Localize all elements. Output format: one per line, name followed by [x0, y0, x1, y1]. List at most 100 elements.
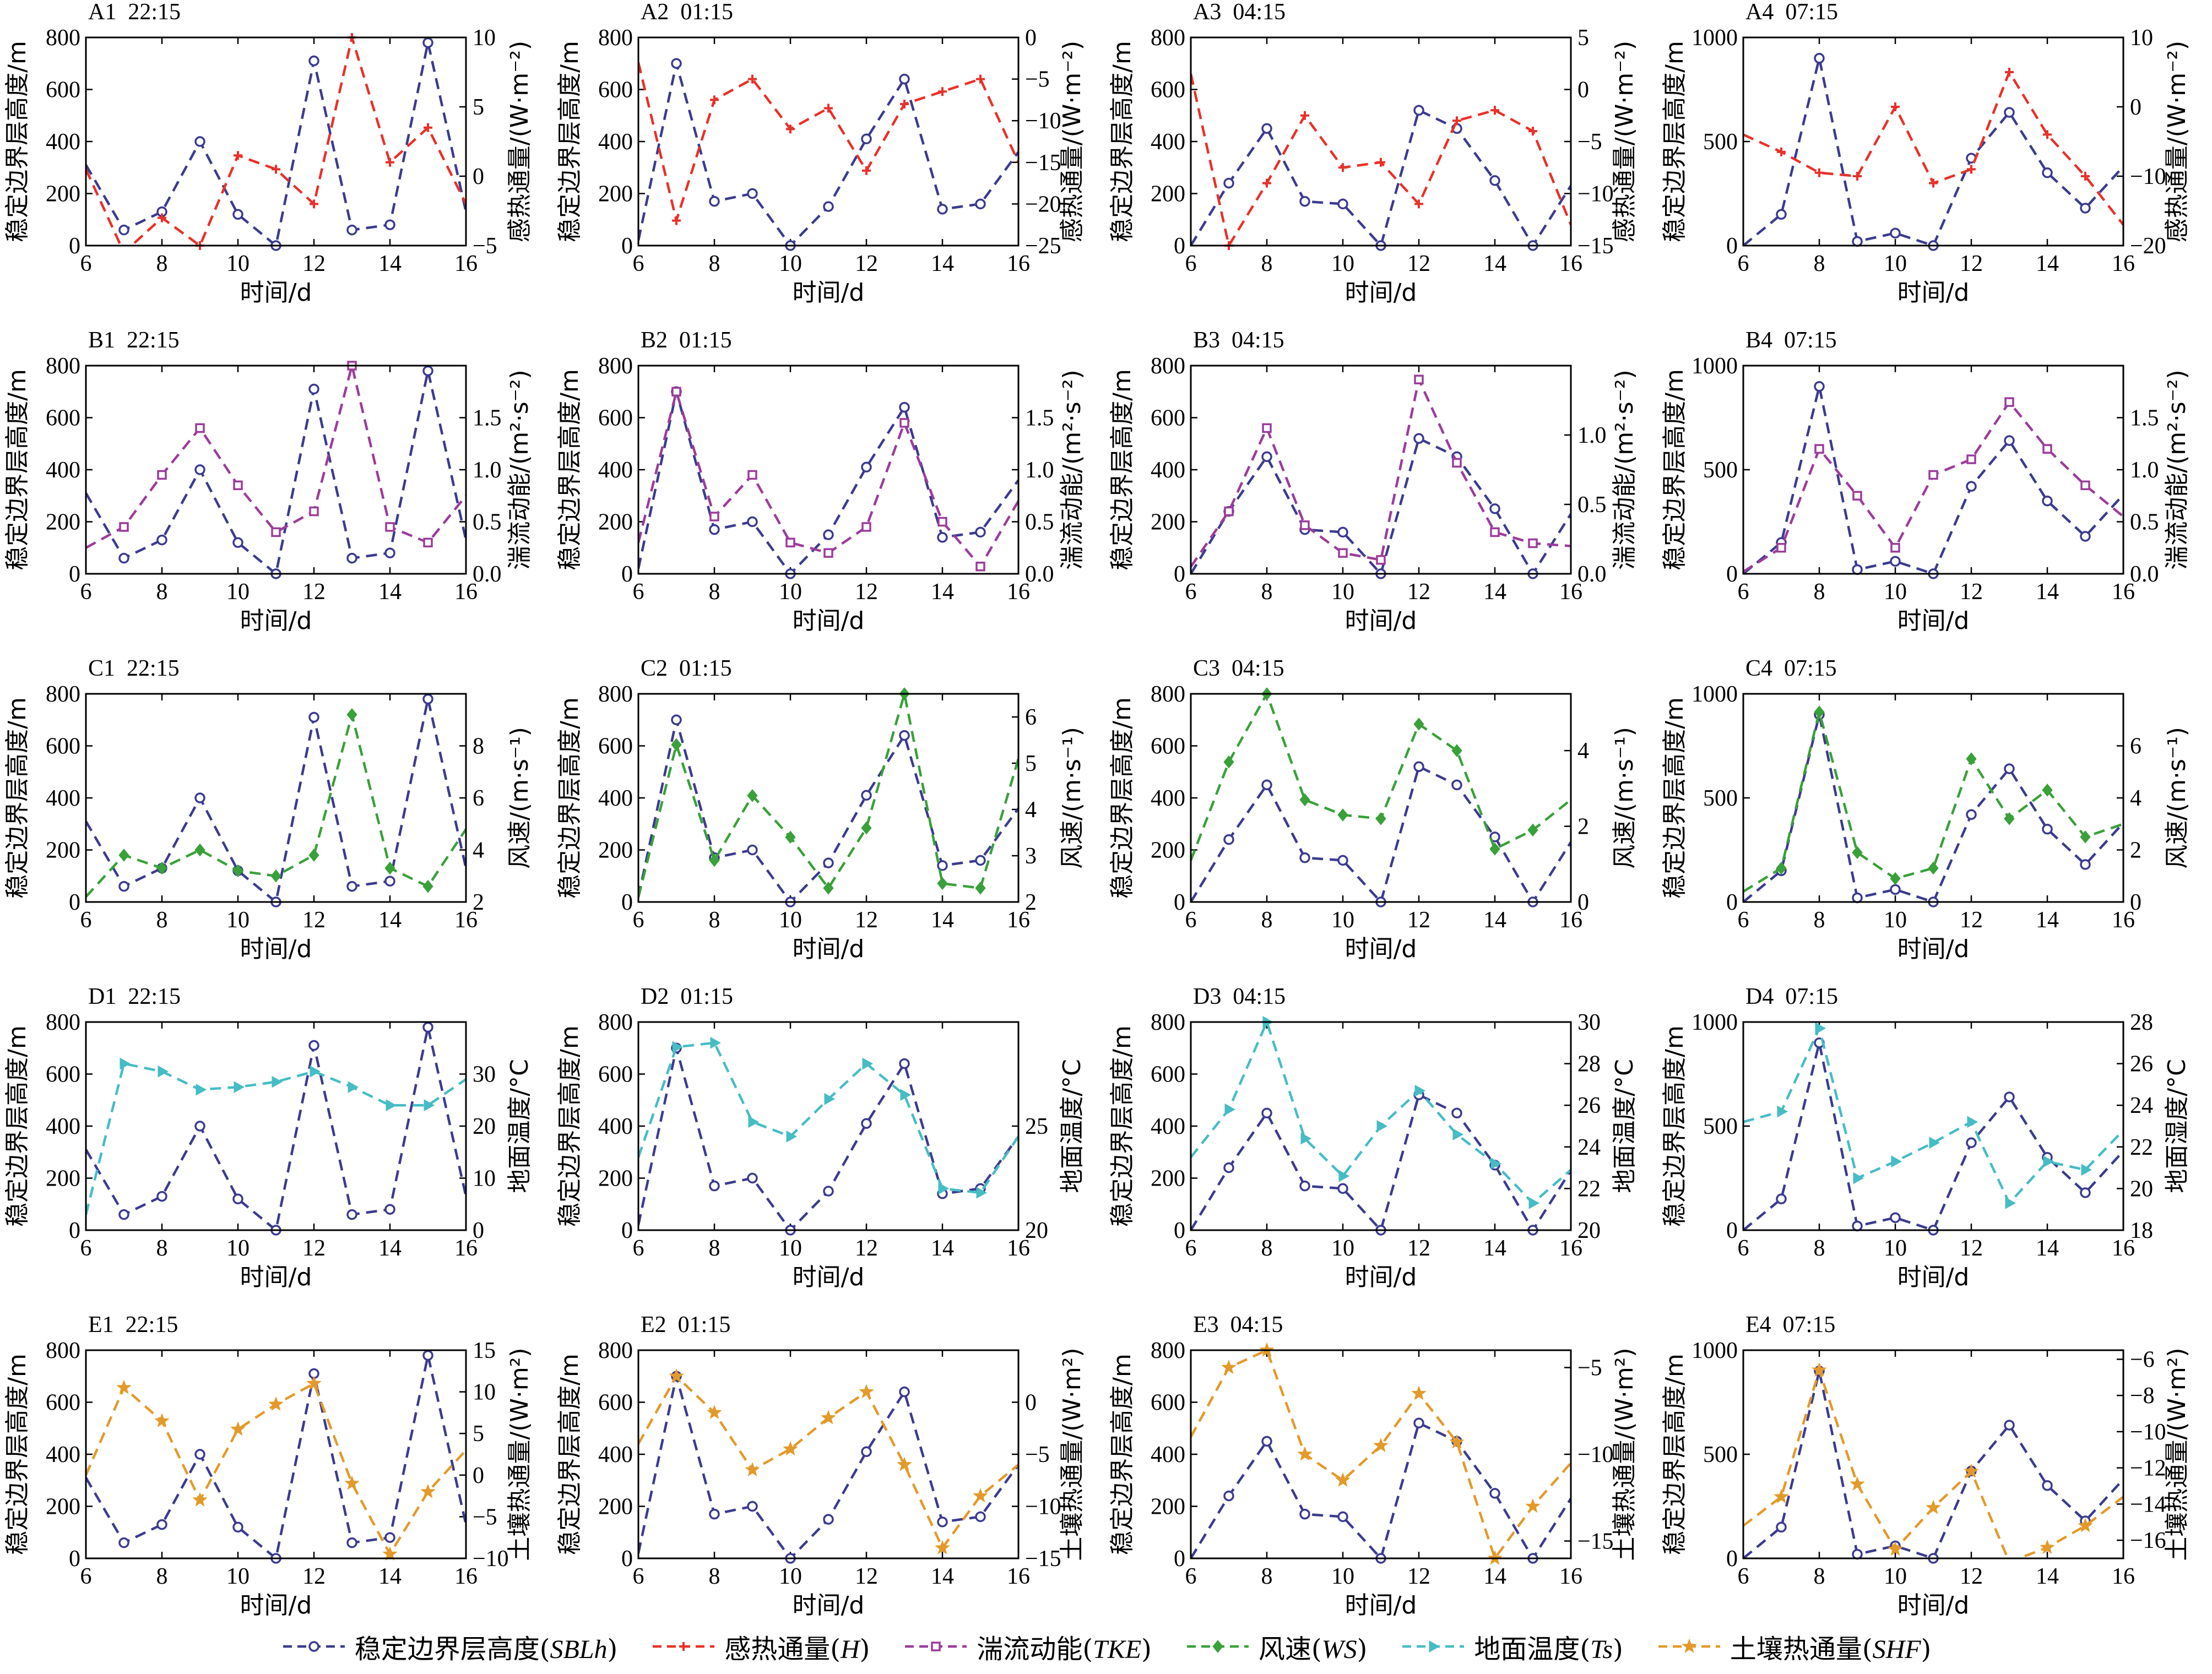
- y-axis-label-right: 感热通量/(W·m⁻²): [2163, 41, 2191, 242]
- y-tick-label-right: 0.5: [473, 510, 502, 535]
- sblh-point: [232, 1193, 243, 1205]
- legend-label-abbr: WS: [1321, 1635, 1357, 1664]
- tke-point: [1528, 538, 1538, 548]
- y-tick-label-left: 0: [1726, 1546, 1738, 1572]
- y-tick-label-left: 600: [598, 1390, 633, 1416]
- chart-svg: 6 8 10 12 14 1602004006008000102030时间/d稳定边界层高…: [3, 1010, 534, 1291]
- x-tick-label: 16: [2112, 1236, 2135, 1261]
- h-markers: [1224, 106, 1537, 250]
- y-tick-label-right: 4: [473, 838, 484, 863]
- ts-series: [86, 1062, 466, 1215]
- panel-title: E3 04:15: [1193, 1312, 1283, 1338]
- h-series: [86, 32, 466, 246]
- sblh-point: [2042, 495, 2053, 507]
- y-tick-label-left: 400: [46, 458, 80, 483]
- y-tick-label-left: 400: [598, 1114, 633, 1139]
- panel-title: D1 22:15: [88, 984, 181, 1009]
- ts-point: [1853, 1172, 1864, 1184]
- axes: 6 8 10 12 14 16 0 200 400 600 800 −10 −5 0 5 10 15 时间/d 稳定…: [3, 1338, 534, 1619]
- ts-point: [824, 1093, 836, 1105]
- x-axis-label: 时间/d: [793, 607, 865, 635]
- sblh-point: [1299, 1508, 1310, 1520]
- sblh-point: [1852, 236, 1863, 247]
- shf-line: [1743, 1366, 2123, 1558]
- sblh-point: [1890, 227, 1901, 239]
- y-tick-label-left: 500: [1703, 129, 1738, 155]
- legend-label: 稳定边界层高度(SBLh): [354, 1634, 618, 1665]
- ts-point: [710, 1036, 722, 1049]
- sblh-point: [1299, 852, 1310, 863]
- ws-point: [937, 877, 948, 890]
- y-tick-label-left: 400: [46, 1442, 80, 1468]
- sblh-point: [422, 1350, 433, 1361]
- x-tick-label: 14: [931, 1236, 954, 1261]
- y-tick-label-right: 28: [2130, 1010, 2153, 1035]
- x-tick-label: 6: [633, 579, 644, 605]
- sblh-line: [638, 1376, 1018, 1558]
- chart-svg: 6 8 10 12 14 16 0 200 400 600 800 2 3 4 5 6 时间/d 稳定边界层高度/…: [556, 682, 1086, 963]
- y-tick-label-right: 1.0: [1025, 458, 1054, 483]
- sblh-point: [1489, 503, 1500, 514]
- axes: 6 8 10 12 14 16 0 200 400 600 800 −15 −10 −5 时间/d 稳定边界层…: [1108, 1338, 1639, 1619]
- shf-point: [154, 1413, 170, 1428]
- y-tick-label-left: 0: [621, 1546, 633, 1572]
- axes: 6 8 10 12 14 1602004006008000102030时间/d稳定边界层高…: [3, 1010, 534, 1291]
- sblh-point: [194, 1121, 205, 1132]
- y-axis-label-left: 稳定边界层高度/m: [1108, 41, 1136, 242]
- x-tick-label: 16: [1559, 251, 1582, 276]
- x-tick-label: 6: [633, 251, 644, 276]
- tke-point: [385, 522, 395, 532]
- y-tick-label-right: 0.5: [2130, 510, 2159, 535]
- y-tick-label-right: −8: [2130, 1383, 2155, 1409]
- sblh-series: [1191, 108, 1571, 246]
- y-tick-label-left: 0: [621, 890, 633, 915]
- x-tick-label: 10: [226, 579, 250, 605]
- h-point: [272, 165, 280, 174]
- x-tick-label: 10: [1884, 1564, 1907, 1589]
- sblh-markers: [1223, 105, 1538, 251]
- sblh-point: [937, 1517, 948, 1528]
- y-tick-label-right: 24: [2130, 1093, 2153, 1118]
- y-tick-label-right: 26: [2130, 1052, 2153, 1077]
- sblh-point: [709, 1508, 720, 1520]
- ws-point: [2042, 784, 2053, 797]
- sblh-point: [709, 524, 720, 535]
- sblh-point: [975, 855, 986, 866]
- sblh-point: [1852, 564, 1863, 575]
- sblh-point: [232, 537, 243, 548]
- sblh-point: [1890, 1212, 1901, 1224]
- sblh-point: [861, 133, 872, 145]
- sblh-point: [1776, 209, 1787, 220]
- x-tick-label: 10: [779, 251, 802, 276]
- ws-series: [638, 693, 1018, 898]
- y-tick-label-left: 1000: [1691, 1010, 1738, 1035]
- y-tick-label-right: 22: [2130, 1135, 2153, 1160]
- y-tick-label-left: 0: [69, 1546, 80, 1572]
- x-tick-label: 14: [378, 907, 402, 933]
- shf-point: [1812, 1362, 1827, 1377]
- x-tick-label: 6: [1738, 251, 1749, 276]
- h-point: [1338, 163, 1347, 172]
- chart-svg: 6 8 10 12 14 16 0 200 400 600 800 20 25 时间/d 稳定边界层高度/m…: [556, 1010, 1086, 1291]
- y-axis-label-left: 稳定边界层高度/m: [3, 369, 31, 570]
- sblh-line: [1191, 765, 1571, 902]
- sblh-point: [937, 204, 948, 215]
- x-tick-label: 16: [1007, 1564, 1030, 1589]
- y-axis-label-right: 土壤热通量/(W·m²): [1058, 1347, 1086, 1561]
- sblh-point: [232, 209, 243, 220]
- sblh-point: [384, 1532, 395, 1543]
- chart-panel-d2: D2 01:15 6 8 10 12 14 16 0 200 400 600 800 20 25 时间/d 稳…: [552, 984, 1103, 1311]
- panel-title: E2 01:15: [641, 1312, 731, 1338]
- y-tick-label-left: 600: [46, 734, 80, 759]
- chart-svg: 6 8 10 12 14 16 0 200 400 600 800 0.0 0.5 1.0 时间/d 稳定边界…: [1108, 354, 1639, 635]
- x-tick-label: 14: [931, 579, 954, 605]
- legend-label-abbr: Ts: [1590, 1635, 1613, 1664]
- y-tick-label-right: −10: [1025, 108, 1061, 134]
- x-tick-label: 10: [779, 907, 802, 933]
- ts-point: [196, 1084, 207, 1096]
- y-tick-label-right: 6: [2130, 734, 2141, 759]
- y-tick-label-left: 400: [46, 129, 80, 155]
- y-tick-label-right: −10: [2130, 164, 2166, 189]
- sblh-point: [384, 1204, 395, 1215]
